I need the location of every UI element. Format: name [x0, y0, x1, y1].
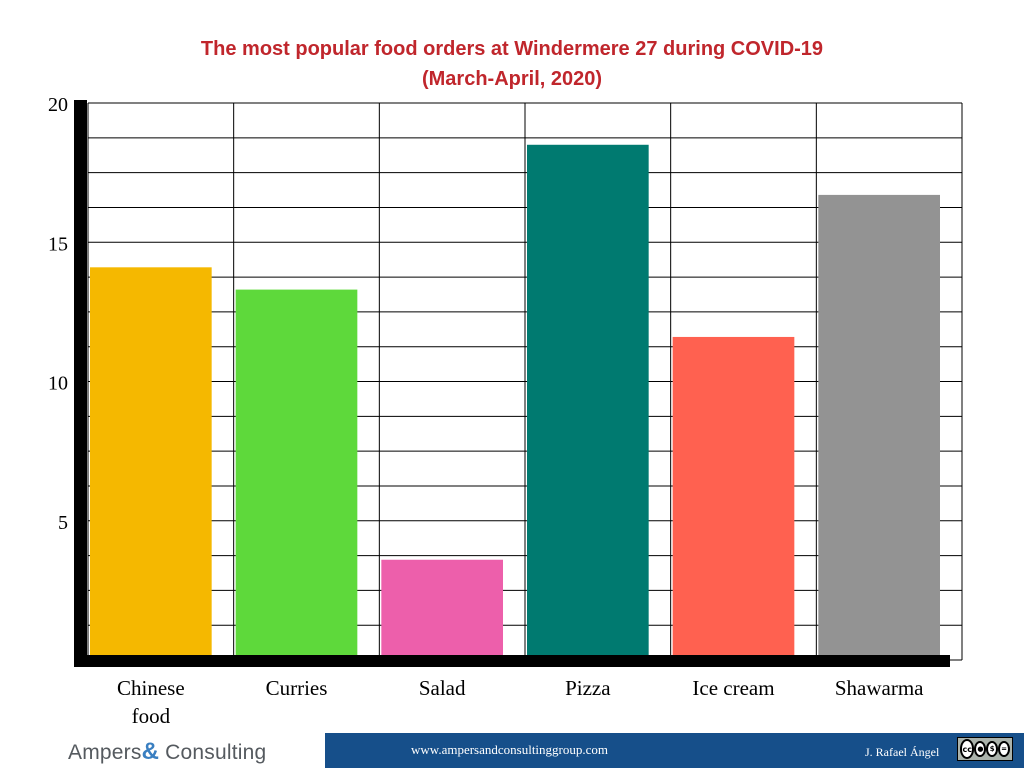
- footer-bar: www.ampersandconsultinggroup.com J. Rafa…: [325, 733, 1024, 768]
- y-tick-label: 10: [48, 373, 68, 395]
- bar-salad: [381, 559, 503, 660]
- x-category-labels: Chinese food Curries Salad Pizza Ice cream Sha…: [117, 676, 924, 728]
- chart-title: The most popular food orders at Winderme…: [0, 34, 1024, 94]
- x-axis: [74, 655, 950, 667]
- nc-icon: $: [986, 741, 999, 757]
- bar-chinese-food: [90, 267, 212, 660]
- nd-icon: =: [998, 741, 1010, 757]
- category-label: Ice cream: [692, 676, 774, 700]
- bar-chart: 5 10 15 20 Chinese food Curries Salad Pizza Ice …: [48, 94, 963, 728]
- bar-shawarma: [818, 194, 940, 660]
- logo-text-consulting: Consulting: [159, 741, 267, 764]
- y-tick-label: 20: [48, 94, 68, 116]
- y-tick-labels: 5 10 15 20: [48, 94, 68, 534]
- y-tick-label: 5: [58, 512, 68, 534]
- cc-icon: cc: [960, 739, 975, 759]
- y-axis: [74, 100, 87, 667]
- category-label: Chinese food: [117, 676, 185, 728]
- chart-title-line2: (March-April, 2020): [421, 68, 603, 90]
- bars: [90, 144, 940, 660]
- bar-pizza: [527, 144, 649, 660]
- category-label: Curries: [266, 676, 328, 700]
- logo-text-ampers: Ampers: [68, 741, 142, 764]
- creative-commons-by-nc-nd-icon[interactable]: cc ● $ =: [957, 737, 1013, 761]
- bar-ice-cream: [672, 336, 795, 660]
- logo-ampersand: &: [141, 738, 160, 765]
- footer-url[interactable]: www.ampersandconsultinggroup.com: [411, 742, 609, 757]
- category-label: Shawarma: [835, 676, 924, 700]
- y-tick-label: 15: [48, 233, 68, 255]
- category-label: Salad: [419, 676, 466, 700]
- footer-author: J. Rafael Ángel: [865, 745, 940, 759]
- grid: [87, 102, 963, 661]
- bar-curries: [235, 289, 358, 660]
- category-label: Pizza: [565, 676, 611, 700]
- ampers-consulting-logo: Ampers& Consulting: [68, 738, 266, 766]
- by-icon: ●: [974, 741, 987, 757]
- axes: [74, 100, 950, 667]
- chart-title-line1: The most popular food orders at Winderme…: [200, 38, 824, 60]
